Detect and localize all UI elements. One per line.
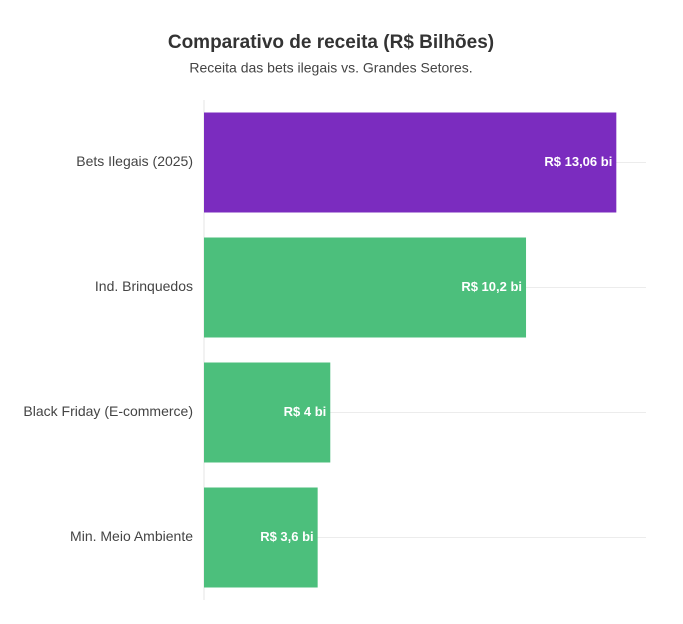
bar	[204, 237, 527, 338]
bar	[204, 362, 331, 463]
bar	[204, 487, 318, 588]
y-tick-label: Black Friday (E-commerce)	[23, 403, 193, 419]
value-label: R$ 13,06 bi	[544, 154, 612, 169]
y-tick-label: Ind. Brinquedos	[95, 278, 193, 294]
chart-title: Comparativo de receita (R$ Bilhões)	[168, 32, 494, 53]
value-label: R$ 4 bi	[284, 404, 327, 419]
value-label: R$ 10,2 bi	[461, 279, 522, 294]
chart-subtitle: Receita das bets ilegais vs. Grandes Set…	[189, 60, 472, 76]
y-tick-label: Min. Meio Ambiente	[70, 528, 193, 544]
bar	[204, 112, 617, 213]
value-label: R$ 3,6 bi	[260, 529, 313, 544]
y-tick-label: Bets Ilegais (2025)	[76, 153, 193, 169]
